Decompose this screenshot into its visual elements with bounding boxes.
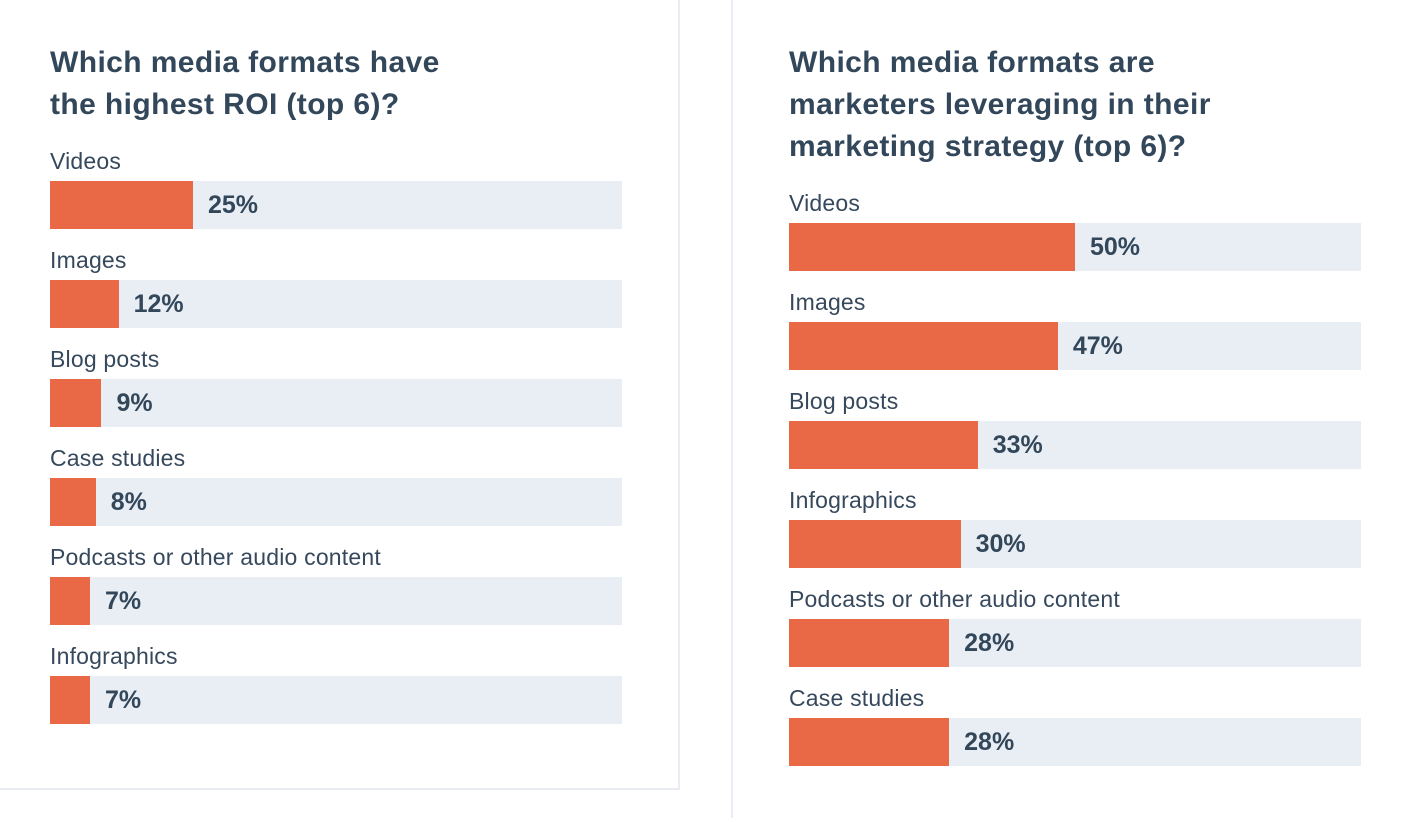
category-label: Images	[50, 247, 127, 273]
bar-track: 33%	[789, 421, 1361, 469]
bar-fill	[789, 619, 950, 667]
chart-row-videos: Videos 25%	[50, 147, 622, 229]
bar-track: 25%	[50, 181, 622, 229]
bar-value-label: 7%	[105, 685, 142, 714]
bar-value-label: 30%	[975, 529, 1026, 558]
chart-row-infographics: Infographics 7%	[50, 642, 622, 724]
bar-track: 50%	[789, 223, 1361, 271]
bar-value-label: 28%	[964, 727, 1015, 756]
chart-row-case-studies: Case studies 28%	[789, 684, 1361, 766]
chart-title-line: Which media formats are	[789, 46, 1155, 79]
chart-marketer-leverage: Which media formats are marketers levera…	[789, 42, 1361, 783]
chart-row-podcasts: Podcasts or other audio content 7%	[50, 543, 622, 625]
category-label: Videos	[789, 190, 861, 216]
category-label: Infographics	[50, 643, 178, 669]
chart-row-case-studies: Case studies 8%	[50, 444, 622, 526]
bar-value-label: 7%	[105, 586, 142, 615]
bar-value-label: 8%	[110, 487, 147, 516]
bar-fill	[50, 577, 91, 625]
chart-row-images: Images 12%	[50, 246, 622, 328]
bar-track: 9%	[50, 379, 622, 427]
chart-row-blog-posts: Blog posts 9%	[50, 345, 622, 427]
chart-highest-roi: Which media formats have the highest ROI…	[50, 42, 622, 741]
bar-track: 28%	[789, 718, 1361, 766]
chart-row-podcasts: Podcasts or other audio content 28%	[789, 585, 1361, 667]
chart-row-images: Images 47%	[789, 288, 1361, 370]
category-label: Videos	[50, 148, 122, 174]
bar-value-label: 25%	[208, 190, 259, 219]
category-label: Case studies	[50, 445, 186, 471]
category-label: Case studies	[789, 685, 925, 711]
category-label: Podcasts or other audio content	[789, 586, 1120, 612]
bar-fill	[50, 181, 193, 229]
chart-row-blog-posts: Blog posts 33%	[789, 387, 1361, 469]
bar-fill	[50, 676, 91, 724]
chart-title-line: marketers leveraging in their	[789, 88, 1211, 121]
bar-fill	[50, 478, 96, 526]
right-chart-card	[731, 0, 1408, 818]
bar-track: 30%	[789, 520, 1361, 568]
chart-title: Which media formats are marketers levera…	[789, 42, 1361, 168]
bar-fill	[50, 379, 102, 427]
bar-value-label: 47%	[1072, 331, 1123, 360]
category-label: Infographics	[789, 487, 917, 513]
category-label: Podcasts or other audio content	[50, 544, 381, 570]
chart-row-infographics: Infographics 30%	[789, 486, 1361, 568]
chart-row-videos: Videos 50%	[789, 189, 1361, 271]
bar-fill	[789, 718, 950, 766]
bar-value-label: 33%	[992, 430, 1043, 459]
bar-fill	[50, 280, 119, 328]
bar-track: 28%	[789, 619, 1361, 667]
category-label: Blog posts	[50, 346, 160, 372]
bar-track: 12%	[50, 280, 622, 328]
category-label: Blog posts	[789, 388, 899, 414]
bar-track: 7%	[50, 676, 622, 724]
bar-value-label: 9%	[116, 388, 153, 417]
bar-fill	[789, 322, 1058, 370]
category-label: Images	[789, 289, 866, 315]
chart-title-line: the highest ROI (top 6)?	[50, 88, 400, 121]
bar-value-label: 50%	[1090, 232, 1141, 261]
chart-title: Which media formats have the highest ROI…	[50, 42, 622, 126]
bar-track: 8%	[50, 478, 622, 526]
bar-fill	[789, 520, 961, 568]
chart-title-line: Which media formats have	[50, 46, 440, 79]
bar-value-label: 12%	[133, 289, 184, 318]
bar-track: 47%	[789, 322, 1361, 370]
bar-fill	[789, 223, 1075, 271]
chart-title-line: marketing strategy (top 6)?	[789, 130, 1187, 163]
bar-track: 7%	[50, 577, 622, 625]
bar-fill	[789, 421, 978, 469]
bar-value-label: 28%	[964, 628, 1015, 657]
